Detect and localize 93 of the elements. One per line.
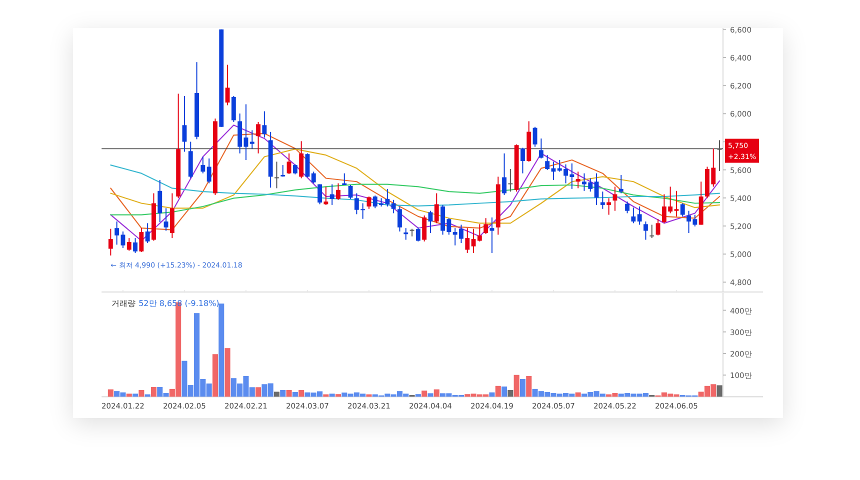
bar [256,387,262,397]
candlestick [336,182,340,200]
candlestick [108,228,113,256]
candlestick [330,184,334,206]
candlestick [398,206,402,232]
candlestick [637,206,642,226]
candlestick [114,221,120,246]
bar [138,390,144,397]
bar [212,354,218,397]
bar [508,390,514,397]
candlestick [631,207,636,224]
candlestick [164,208,168,232]
candlestick [477,224,482,242]
bar [716,385,722,397]
bar [428,393,434,397]
bar [280,390,286,397]
candlestick [490,216,494,254]
candlestick [250,130,254,149]
candlestick [484,218,488,235]
candlestick [256,121,260,154]
candlestick [262,110,267,138]
candlestick [471,228,476,254]
bar [526,376,532,397]
candlestick [126,238,132,252]
candlestick [674,190,679,217]
text: 52만 8,658 (-9.18%) [138,299,220,308]
candlestick [324,186,328,206]
bar [108,389,114,397]
candlestick [680,202,685,217]
candlestick [139,228,144,252]
candlestick [145,222,150,244]
candlestick [206,158,212,184]
candlestick [656,218,660,236]
bar [224,348,230,397]
bar [434,389,440,397]
candlestick [465,228,470,254]
candlestick [133,238,138,254]
candlestick [576,171,580,189]
candlestick [618,174,624,194]
candlestick [318,184,322,205]
candlestick [286,152,292,175]
candlestick [305,152,310,178]
candlestick [182,95,187,152]
bar [520,378,526,397]
candlestick [311,171,316,184]
candlestick [625,201,630,214]
candlestick [502,152,506,196]
candlestick [120,230,126,249]
candlestick [416,226,420,242]
candlestick [606,198,612,216]
candlestick [532,126,538,148]
candlestick [594,172,599,206]
candlestick [434,192,439,224]
bar [495,386,501,397]
line-series [110,184,720,216]
bar [132,394,138,397]
bar [329,394,335,397]
candlestick [391,199,396,214]
bar [286,390,292,397]
candlestick [244,104,248,160]
candlestick [545,154,550,170]
candlestick [225,64,230,106]
candlestick [342,172,347,186]
candlestick [520,147,525,174]
bar [274,392,280,397]
candlestick [404,228,408,240]
candlestick [366,196,372,210]
bar [502,386,508,397]
bar [292,392,298,397]
candlestick [231,95,236,122]
bar [514,374,520,397]
candlestick [428,210,433,234]
bar [575,392,581,397]
candlestick [650,224,654,239]
bar [150,386,156,397]
candlestick [422,214,427,242]
candlestick [292,164,298,175]
bar [126,394,132,397]
bar [415,394,421,397]
bar [298,390,304,397]
candlestick [644,221,648,240]
bar [489,392,495,397]
candlestick [158,179,162,223]
candlestick [274,161,279,189]
candlestick [299,140,304,179]
candlestick [200,156,206,174]
bar [422,390,428,397]
candlestick [600,191,605,210]
candlestick [508,168,513,192]
bar [335,394,341,397]
candlestick [538,138,544,159]
bar [218,304,224,397]
text: 거래량 [112,299,136,308]
